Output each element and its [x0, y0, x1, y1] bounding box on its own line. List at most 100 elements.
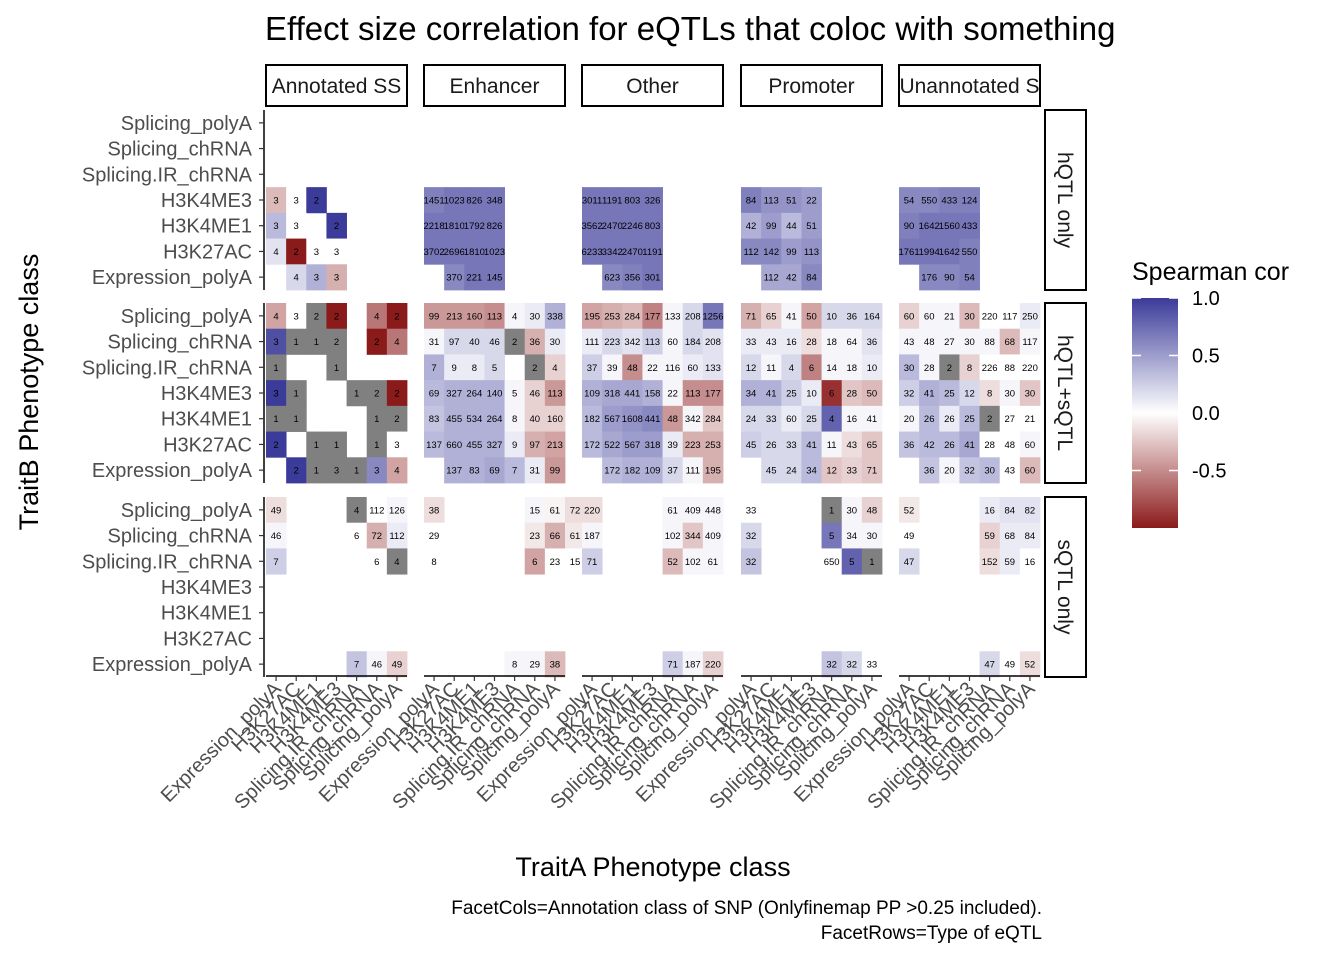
cell-label: 61	[550, 505, 561, 516]
legend-tick-label: 0.5	[1192, 346, 1220, 368]
cell-label: 1	[354, 389, 359, 400]
heatmap-cell	[999, 431, 1021, 458]
heatmap-cell	[642, 431, 663, 458]
cell-label: 2218	[423, 221, 444, 232]
cell-label: 4	[552, 363, 557, 374]
y-tick-label: H3K27AC	[163, 434, 252, 456]
y-tick-label: H3K4ME1	[161, 603, 252, 625]
cell-label: 8	[431, 557, 436, 568]
heatmap-cell	[602, 264, 623, 291]
heatmap-cell	[444, 354, 465, 381]
heatmap-cell	[266, 380, 287, 407]
heatmap-cell	[761, 405, 782, 432]
heatmap-cell	[504, 457, 526, 484]
heatmap-cell	[326, 212, 347, 239]
cell-label: 650	[824, 557, 840, 568]
heatmap-cell	[899, 328, 920, 355]
cell-label: 140	[487, 389, 503, 400]
heatmap-cell	[602, 380, 623, 407]
heatmap-cell	[602, 238, 623, 265]
cell-label: 49	[904, 531, 915, 542]
cell-label: 26	[766, 440, 777, 451]
heatmap-cell	[386, 328, 408, 355]
y-tick-label: Splicing_chRNA	[107, 526, 252, 548]
heatmap-cell	[841, 328, 863, 355]
heatmap-cell	[899, 497, 920, 524]
column-strip: Unannotated S	[898, 64, 1041, 107]
cell-label: 15	[570, 557, 581, 568]
cell-label: 1	[294, 337, 299, 348]
heatmap-cell	[464, 354, 485, 381]
heatmap-cell	[464, 431, 485, 458]
heatmap-cell	[484, 405, 505, 432]
cell-label: 1451	[423, 196, 444, 207]
heatmap-cell	[386, 548, 408, 575]
cell-label: 33	[766, 414, 777, 425]
heatmap-cell	[622, 431, 643, 458]
cell-label: 22	[667, 389, 678, 400]
heatmap-cell	[622, 328, 643, 355]
heatmap-cell	[266, 187, 287, 214]
heatmap-cell	[484, 431, 505, 458]
cell-label: 113	[547, 389, 562, 400]
heatmap-cell	[662, 405, 684, 432]
caption-line-2: FacetRows=Type of eQTL	[821, 923, 1042, 944]
heatmap-cell	[741, 187, 762, 214]
cell-label: 50	[806, 311, 817, 322]
heatmap-cell	[682, 522, 704, 549]
cell-label: 187	[685, 660, 701, 671]
cell-label: 7	[354, 660, 359, 671]
cell-label: 1810	[444, 221, 465, 232]
cell-label: 39	[667, 440, 678, 451]
heatmap-cell	[841, 522, 863, 549]
cell-label: 12	[964, 389, 975, 400]
cell-label: 99	[766, 221, 777, 232]
cell-label: 47	[984, 660, 995, 671]
heatmap-cell	[622, 354, 643, 381]
cell-label: 522	[604, 440, 620, 451]
cell-label: 28	[924, 363, 935, 374]
heatmap-cell	[781, 354, 802, 381]
cell-label: 65	[867, 440, 878, 451]
y-tick-label: Splicing.IR_chRNA	[82, 357, 253, 379]
heatmap-cell	[444, 380, 465, 407]
y-tick-label: Splicing_polyA	[121, 306, 253, 328]
heatmap-cell	[366, 405, 388, 432]
cell-label: 109	[645, 466, 661, 477]
cell-label: 18	[847, 363, 858, 374]
cell-label: 82	[1025, 505, 1036, 516]
cell-label: 32	[746, 531, 757, 542]
y-tick-label: H3K4ME3	[161, 190, 252, 212]
cell-label: 10	[826, 311, 837, 322]
heatmap-cell	[504, 380, 526, 407]
cell-label: 60	[667, 337, 678, 348]
heatmap-cell	[702, 405, 724, 432]
cell-label: 117	[1002, 311, 1017, 322]
heatmap-cell	[602, 354, 623, 381]
cell-label: 2	[987, 414, 992, 425]
cell-label: 2	[394, 311, 399, 322]
heatmap-cell	[544, 651, 566, 678]
cell-label: 4	[394, 557, 399, 568]
cell-label: 133	[705, 363, 721, 374]
cell-label: 344	[685, 531, 701, 542]
heatmap-cell	[939, 264, 960, 291]
cell-label: 220	[584, 505, 600, 516]
heatmap-cell	[544, 354, 566, 381]
cell-label: 3	[334, 247, 339, 258]
cell-label: 113	[764, 196, 779, 207]
cell-label: 31	[530, 466, 541, 477]
cell-label: 3	[294, 221, 299, 232]
cell-label: 42	[924, 440, 935, 451]
cell-label: 1256	[702, 311, 723, 322]
cell-label: 1792	[464, 221, 485, 232]
heatmap-cell	[682, 405, 704, 432]
heatmap-cell	[266, 522, 287, 549]
heatmap-cell	[741, 238, 762, 265]
heatmap-cell	[266, 405, 287, 432]
cell-label: 29	[530, 660, 541, 671]
cell-label: 2	[374, 389, 379, 400]
row-strip-label: hQTL+sQTL	[1053, 335, 1076, 451]
heatmap-cell	[861, 651, 883, 678]
heatmap-cell	[801, 238, 822, 265]
